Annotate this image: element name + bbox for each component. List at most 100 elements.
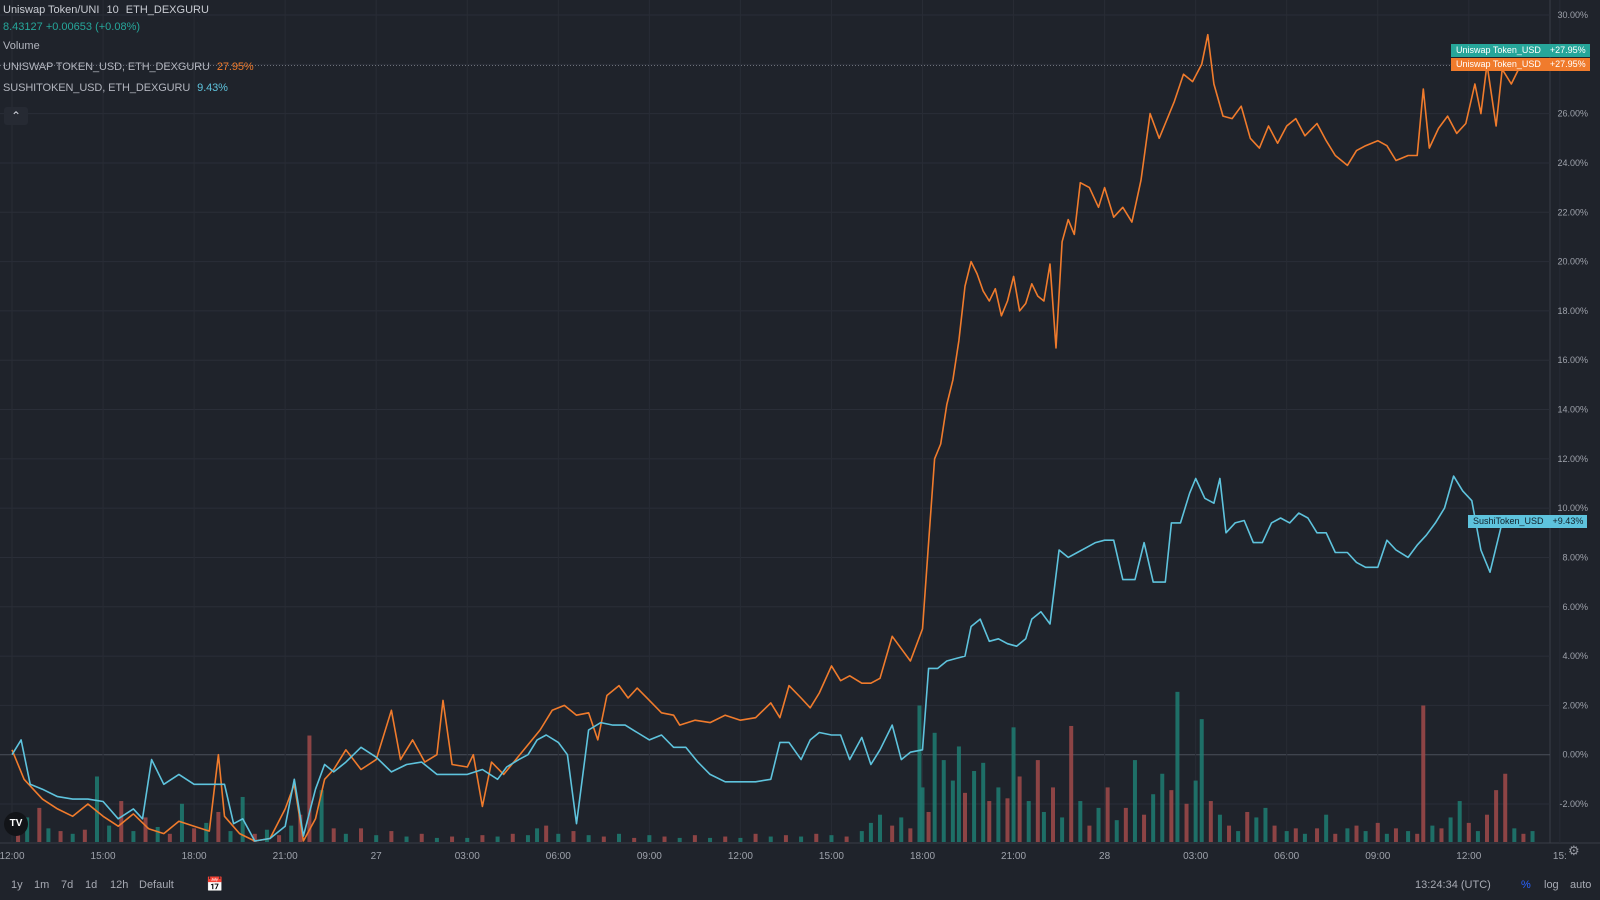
legend-value: 9.43% [197,82,228,94]
volume-bar [1475,831,1480,842]
x-tick-label: 12:00 [728,851,753,862]
volume-bar [926,811,931,842]
price-change: +0.00653 (+0.08%) [45,21,141,33]
last-price: 8.43127 [3,21,43,33]
x-tick-label: 18:00 [910,851,935,862]
y-axis: 30.00%28.00%26.00%24.00%22.00%20.00%18.0… [1557,10,1588,809]
volume-bar [480,835,485,842]
price-tag-name: SushiToken_USD [1473,516,1544,526]
volume-bar [119,801,124,842]
volume-bar [131,831,136,842]
volume-bar [586,835,591,842]
volume-bar [829,835,834,842]
volume-bar [956,746,961,842]
volume-bar [768,836,773,842]
volume-bar [878,814,883,842]
symbol-title[interactable]: Uniswap Token/UNI 10 ETH_DEXGURU [3,3,254,17]
volume-bar [1005,798,1010,842]
x-tick-label: 18:00 [182,851,207,862]
range-button-7d[interactable]: 7d [61,879,74,891]
volume-bar [950,780,955,842]
volume-bar [389,831,394,842]
volume-bar [859,831,864,842]
price-tag-value: +27.95% [1549,45,1586,55]
y-tick-label: 26.00% [1557,109,1588,119]
price-tag-value: +9.43% [1552,516,1584,526]
calendar-range-icon[interactable]: 📅 [206,876,224,892]
log-scale-toggle[interactable]: log [1544,879,1559,891]
volume-bar [1236,831,1241,842]
price-tag-name: Uniswap Token_USD [1456,59,1541,69]
volume-bar [1199,719,1204,842]
volume-bar [1284,831,1289,842]
legend-label: UNISWAP TOKEN_USD, ETH_DEXGURU [3,61,210,73]
tradingview-logo[interactable]: TV [4,812,28,836]
volume-bar [677,837,682,842]
legend-item-uniswap[interactable]: UNISWAP TOKEN_USD, ETH_DEXGURU 27.95% [3,60,254,74]
volume-bar [1272,825,1277,842]
volume-bar [1293,828,1298,842]
volume-bar [932,732,937,842]
volume-bar [783,835,788,842]
volume-bar [1430,825,1435,842]
gear-icon[interactable]: ⚙ [1568,843,1580,858]
volume-bar [708,837,713,842]
x-tick-label: 12:00 [0,851,25,862]
volume-bar [1530,831,1535,842]
volume-bar [1017,776,1022,842]
volume-bar [544,825,549,842]
volume-bar [1245,811,1250,842]
volume-bar [1151,794,1156,842]
volume-bar [434,837,439,842]
volume-bar [692,835,697,842]
volume-bar [37,807,42,842]
volume-label[interactable]: Volume [3,40,40,52]
volume-bar [962,792,967,842]
x-tick-label: 06:00 [1274,851,1299,862]
volume-bar [167,833,172,842]
collapse-legend-button[interactable]: ⌃ [4,107,28,125]
volume-bar [601,836,606,842]
volume-bar [465,837,470,842]
volume-bar [252,833,257,842]
legend-value: 27.95% [216,61,254,73]
volume-bar [1345,828,1350,842]
price-tag-name: Uniswap Token_USD [1456,45,1541,55]
y-tick-label: 14.00% [1557,405,1588,415]
volume-bar [1448,817,1453,842]
volume-bar [1354,825,1359,842]
auto-scale-toggle[interactable]: auto [1570,879,1592,891]
range-button-1m[interactable]: 1m [34,879,50,891]
series-lines [11,33,1522,842]
volume-bar [70,833,75,842]
volume-bar [510,833,515,842]
volume-bar [1096,807,1101,842]
volume-bar [1302,833,1307,842]
volume-bar [1078,801,1083,842]
volume-bar [647,835,652,842]
volume-bar [1485,814,1490,842]
volume-bar [204,822,209,842]
volume-bar [228,831,233,842]
volume-bar [920,787,925,842]
volume-bar [753,833,758,842]
volume-bar [1123,807,1128,842]
volume-bar [1503,773,1508,842]
volume-bar [450,836,455,842]
percent-scale-toggle[interactable]: % [1521,879,1531,891]
range-button-1d[interactable]: 1d [85,879,98,891]
default-range-button[interactable]: Default [139,879,174,891]
volume-bar [1512,828,1517,842]
volume-bar [1521,833,1526,842]
volume-bar [844,836,849,842]
x-tick-label: 03:00 [1183,851,1208,862]
volume-bar [1193,780,1198,842]
volume-bar [738,837,743,842]
range-button-12h[interactable]: 12h [110,879,129,891]
utc-clock[interactable]: 13:24:34 (UTC) [1415,879,1491,891]
range-button-1y[interactable]: 1y [11,879,23,891]
volume-bar [1494,790,1499,842]
legend-item-sushi[interactable]: SUSHITOKEN_USD, ETH_DEXGURU 9.43% [3,81,254,95]
volume-bar [1263,807,1268,842]
